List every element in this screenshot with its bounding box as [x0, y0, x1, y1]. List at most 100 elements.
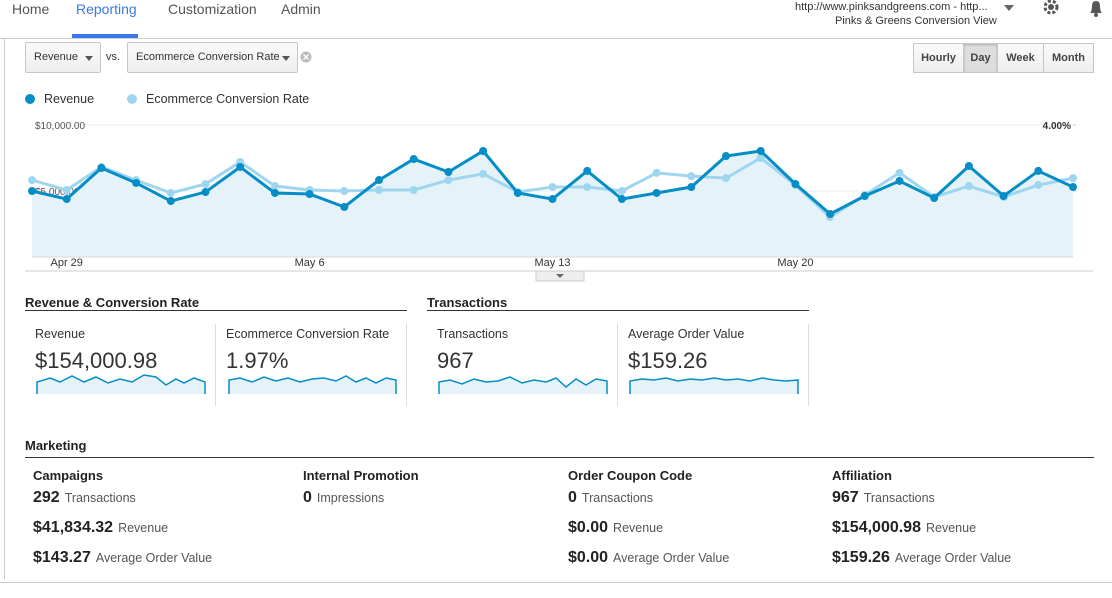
data-point: [1069, 183, 1077, 192]
data-point: [964, 182, 973, 191]
data-point: [722, 174, 730, 183]
data-point: [687, 183, 696, 192]
interval-button[interactable]: Month: [1043, 43, 1094, 73]
data-point: [409, 186, 418, 195]
data-point: [270, 182, 279, 191]
account-url[interactable]: http://www.pinksandgreens.com - http...: [795, 1, 988, 13]
metric-label: Average Order Value: [613, 551, 730, 565]
data-point: [375, 186, 383, 195]
data-point: [687, 172, 696, 181]
data-point: [62, 186, 71, 195]
data-point: [132, 178, 141, 187]
metric-row: 0 Transactions: [568, 489, 653, 507]
metric-value: 967: [832, 489, 859, 506]
chart: Revenue Ecommerce Conversion Rate $5,000.0…: [25, 92, 1093, 282]
data-point: [305, 190, 314, 199]
data-point: [722, 152, 730, 161]
metric-row: 0 Impressions: [303, 489, 384, 507]
data-point: [652, 168, 661, 177]
sparkline: [629, 377, 799, 394]
metric-value: $0.00: [568, 549, 609, 566]
metric-value: 292: [33, 489, 60, 506]
metric-value: 0: [568, 489, 577, 506]
metric-label: Revenue: [613, 521, 664, 535]
footer-rule: [0, 582, 1112, 583]
data-point: [617, 187, 626, 195]
legend-label: Revenue: [44, 92, 94, 106]
data-point: [860, 192, 869, 201]
interval-button-selected[interactable]: Day: [963, 43, 998, 73]
data-point: [444, 167, 453, 176]
collapse-caret: [556, 274, 564, 278]
data-point: [201, 188, 210, 197]
data-point: [826, 209, 835, 218]
metric-row: $154,000.98 Revenue: [832, 519, 976, 537]
metric-row: $0.00 Average Order Value: [568, 549, 729, 567]
group-title: Revenue & Conversion Rate: [25, 295, 200, 310]
y2-tick-label: 4.00%: [1043, 121, 1071, 132]
data-point: [270, 188, 279, 197]
metric-value: $154,000.98: [35, 348, 158, 373]
account-caret[interactable]: [1004, 5, 1014, 16]
metric-value: $0.00: [568, 519, 609, 536]
nav-tab[interactable]: Home: [12, 1, 50, 17]
sparklines: [36, 374, 799, 394]
data-point: [236, 162, 245, 171]
column-title: Campaigns: [33, 468, 104, 483]
active-tab-underline: [72, 34, 138, 38]
nav-bar: Home Reporting Customization Admin http:…: [0, 0, 1112, 39]
data-point: [652, 188, 661, 197]
data-point: [340, 187, 349, 195]
legend-label: Ecommerce Conversion Rate: [146, 92, 309, 106]
panel-border: [4, 39, 5, 579]
metric-row: $143.27 Average Order Value: [33, 549, 212, 567]
metric-name: Average Order Value: [628, 327, 745, 341]
metric-value: $159.26: [832, 549, 890, 566]
data-point: [375, 176, 383, 185]
y-tick-label: $10,000.00: [35, 121, 85, 132]
metric-select-label: Revenue: [34, 51, 79, 63]
settings-icon[interactable]: [1042, 0, 1060, 16]
group-title: Transactions: [427, 295, 508, 310]
vs-label: vs.: [106, 51, 121, 63]
view-name[interactable]: Pinks & Greens Conversion View: [835, 15, 997, 27]
group-rule: [427, 310, 809, 311]
data-point: [513, 188, 522, 197]
data-point: [479, 169, 488, 178]
data-point: [340, 202, 349, 211]
metric-value: $159.26: [628, 348, 708, 373]
notifications-icon[interactable]: [1087, 0, 1105, 18]
compare-select[interactable]: Ecommerce Conversion Rate: [127, 42, 298, 73]
nav-tab[interactable]: Admin: [281, 1, 321, 17]
interval-button[interactable]: Hourly: [913, 43, 964, 73]
sparkline: [228, 375, 397, 394]
data-point: [895, 168, 904, 177]
data-point: [583, 183, 592, 192]
metric-label: Transactions: [64, 491, 136, 505]
data-point: [166, 188, 175, 197]
metric-value: $41,834.32: [33, 519, 114, 536]
data-point: [28, 176, 36, 185]
series-area: [32, 151, 1073, 257]
group-rule: [25, 310, 407, 311]
data-point: [62, 195, 71, 204]
metric-label: Average Order Value: [894, 551, 1012, 565]
x-tick-label: May 6: [295, 257, 325, 269]
interval-button[interactable]: Week: [997, 43, 1044, 73]
data-point: [97, 164, 106, 173]
data-point: [409, 155, 418, 164]
nav-tab[interactable]: Customization: [168, 1, 257, 17]
nav-tab-active[interactable]: Reporting: [76, 1, 137, 17]
remove-compare[interactable]: [300, 51, 312, 63]
metric-select[interactable]: Revenue: [25, 42, 101, 73]
sparkline: [36, 374, 206, 394]
metric-row: 967 Transactions: [832, 489, 935, 507]
data-point: [791, 180, 800, 189]
x-tick-label: May 13: [534, 257, 570, 269]
metric-label: Transactions: [863, 491, 935, 505]
metric-row: $159.26 Average Order Value: [832, 549, 1011, 567]
metric-divider: [215, 324, 216, 406]
data-point: [28, 187, 36, 195]
data-point: [999, 192, 1008, 201]
